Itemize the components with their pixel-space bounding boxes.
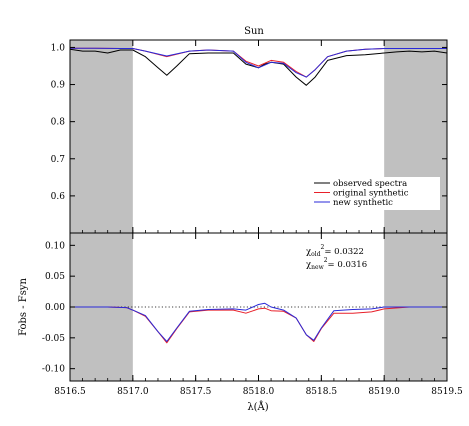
xtick-label: 8517.5 <box>180 387 212 397</box>
chi-new-symbol: χ <box>306 260 311 270</box>
legend-label-original-synthetic: original synthetic <box>333 189 409 199</box>
legend-label-new-synthetic: new synthetic <box>333 198 393 208</box>
bottom-y-axis-label: Fobs - Fsyn <box>18 278 29 336</box>
chi-new-subscript: new <box>311 264 324 271</box>
legend-label-observed-spectra: observed spectra <box>333 179 407 189</box>
xtick-label: 8518.0 <box>243 387 275 397</box>
residual-new-synthetic-line <box>70 302 447 342</box>
xtick-label: 8516.5 <box>54 387 86 397</box>
top-ytick-label: 0.7 <box>51 155 66 165</box>
xtick-label: 8518.5 <box>306 387 338 397</box>
bottom-ytick-label: 0.00 <box>45 303 65 313</box>
chi-old-value: = 0.0322 <box>324 247 364 257</box>
xtick-label: 8519.0 <box>368 387 400 397</box>
chi-new-superscript: 2 <box>324 257 328 264</box>
bottom-y-axis: -0.10 -0.05 0.00 0.05 0.10 <box>42 241 447 375</box>
top-ytick-label: 0.9 <box>51 81 66 91</box>
chi-old-symbol: χ <box>306 247 311 257</box>
chi-old-annotation: χold2= 0.0322 <box>306 244 364 258</box>
top-new-synthetic-line <box>70 47 447 78</box>
bottom-ytick-label: 0.10 <box>45 241 65 251</box>
chi-new-annotation: χnew2= 0.0316 <box>306 257 367 271</box>
chart-title: Sun <box>244 26 264 37</box>
top-spectra-lines <box>69 47 448 86</box>
shaded-region-top-0 <box>70 40 133 233</box>
top-ytick-label: 0.6 <box>51 192 66 202</box>
bottom-ytick-label: 0.05 <box>45 272 65 282</box>
legend-box <box>310 177 440 210</box>
chi-old-superscript: 2 <box>321 244 325 251</box>
top-panel: 0.6 0.7 0.8 0.9 1.0 observed spectraoriginal… <box>51 39 448 234</box>
bottom-ytick-label: -0.05 <box>42 334 65 344</box>
xtick-label: 8517.0 <box>117 387 149 397</box>
bottom-panel: -0.10 -0.05 0.00 0.05 0.10 8516.5 8517.0 8517.… <box>42 232 463 397</box>
chi-new-value: = 0.0316 <box>328 260 368 270</box>
xtick-label: 8519.5 <box>431 387 463 397</box>
x-axis-label: λ(Å) <box>247 401 268 413</box>
x-axis: 8516.5 8517.0 8517.5 8518.0 8518.5 8519.0 8519… <box>54 233 463 397</box>
top-ytick-label: 1.0 <box>51 43 66 53</box>
bottom-ytick-label: -0.10 <box>42 365 65 375</box>
chi-old-subscript: old <box>311 251 321 258</box>
top-ytick-label: 0.8 <box>51 118 66 128</box>
top-y-axis: 0.6 0.7 0.8 0.9 1.0 <box>51 43 447 202</box>
residual-lines <box>70 302 447 344</box>
